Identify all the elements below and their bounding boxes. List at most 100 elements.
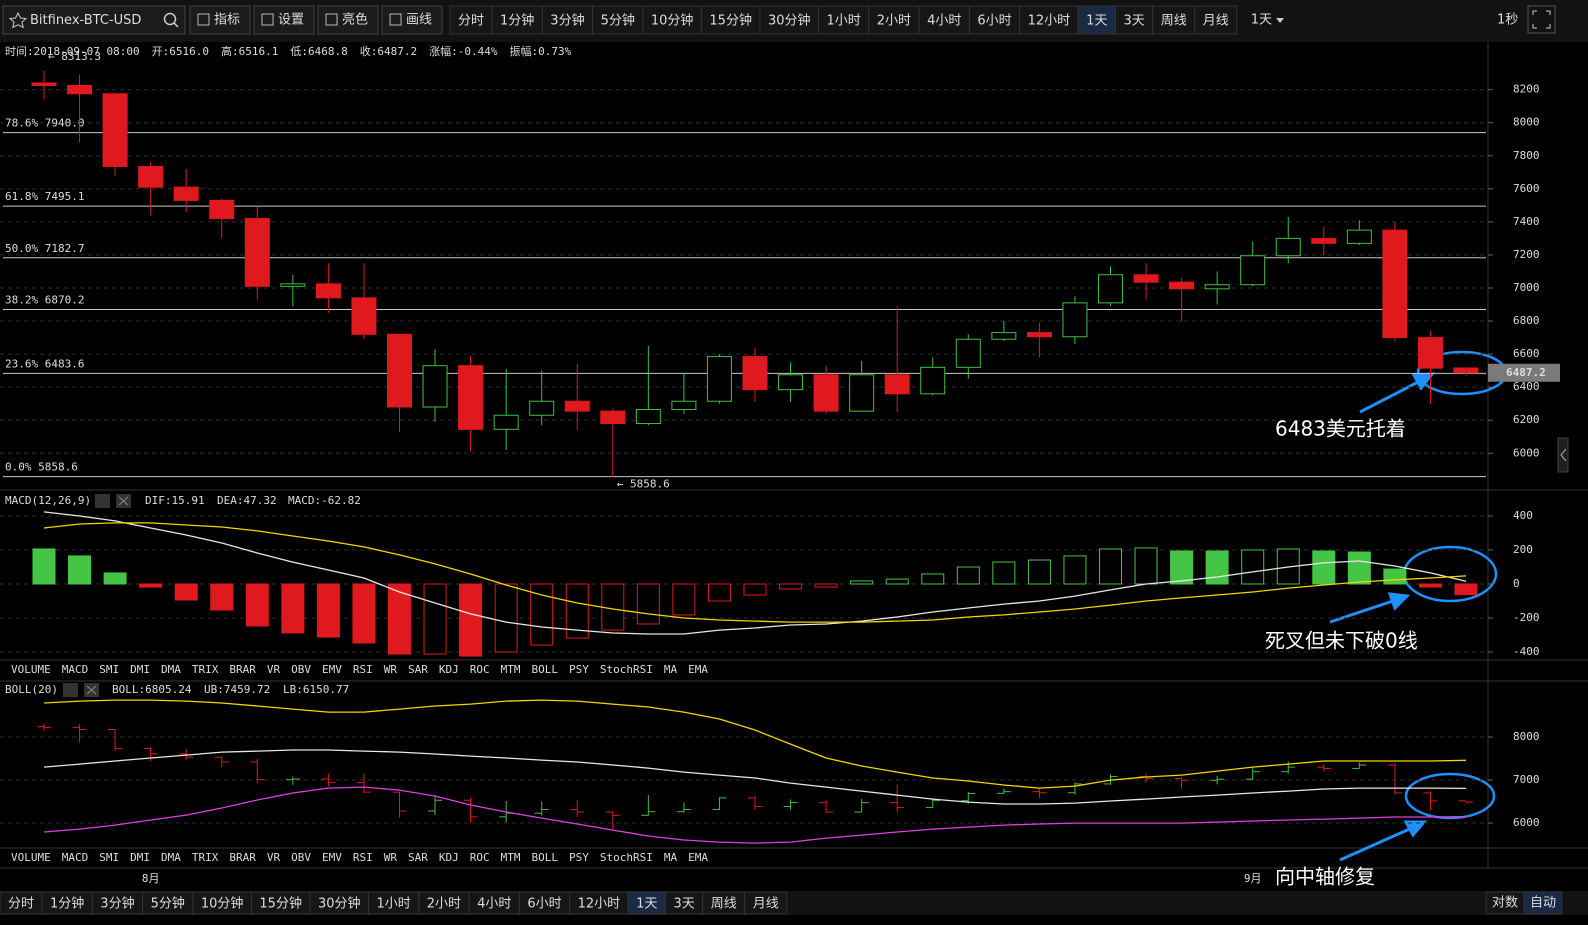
indicator-tab[interactable]: SMI <box>99 851 119 864</box>
period-label: 15分钟 <box>259 896 302 912</box>
fib-label: 0.0% 5858.6 <box>5 461 78 474</box>
toolbar-button[interactable] <box>381 5 443 35</box>
indicator-tab[interactable]: StochRSI <box>600 851 653 864</box>
macd-bar <box>850 580 874 585</box>
indicator-tab[interactable]: PSY <box>569 851 589 864</box>
last-price-tag <box>1488 363 1560 382</box>
indicator-tab[interactable]: PSY <box>569 663 589 676</box>
side-handle-arrow <box>1560 448 1567 462</box>
toolbar-button-label: 指标 <box>214 13 240 28</box>
indicator-tab[interactable]: RSI <box>353 851 373 864</box>
info-label: 涨幅: <box>429 45 458 58</box>
side-handle[interactable] <box>1557 437 1569 473</box>
period-button[interactable] <box>1194 5 1238 35</box>
indicator-tab[interactable]: EMA <box>688 851 708 864</box>
period-button[interactable] <box>918 5 970 35</box>
symbol-box[interactable] <box>2 5 186 35</box>
toolbar-button-label: 设置 <box>278 13 304 28</box>
star-icon[interactable] <box>8 11 28 29</box>
indicator-tab[interactable]: BOLL <box>532 663 559 676</box>
macd-bar <box>779 583 803 590</box>
boll-line <box>43 699 1467 789</box>
period-button[interactable] <box>744 891 788 915</box>
indicator-tab[interactable]: VR <box>267 851 281 864</box>
period-label: 周线 <box>711 897 737 912</box>
indicator-tab[interactable]: OBV <box>291 663 311 676</box>
macd-bar <box>1347 551 1371 585</box>
indicator-tab[interactable]: MA <box>664 663 678 676</box>
info-value: 6468.8 <box>308 45 348 58</box>
info-label: 低: <box>290 45 308 58</box>
period-label: 月线 <box>1203 14 1229 29</box>
period-label: 5分钟 <box>601 13 635 29</box>
symbol: Bitfinex-BTC-USD <box>30 13 141 28</box>
period-button[interactable] <box>1114 5 1154 35</box>
indicator-tab[interactable]: BRAR <box>229 663 256 676</box>
indicator-tab[interactable]: VOLUME <box>11 663 51 676</box>
mode-button[interactable] <box>1523 891 1563 915</box>
candle-body <box>1346 229 1372 244</box>
y-tick-label: -200 <box>1513 611 1540 624</box>
indicator-tab[interactable]: MA <box>664 851 678 864</box>
indicator-tab[interactable]: KDJ <box>439 851 459 864</box>
y-tick-label: -400 <box>1513 645 1540 658</box>
settings-icon[interactable] <box>63 683 78 697</box>
indicator-tab[interactable]: VOLUME <box>11 851 51 864</box>
indicator-tab[interactable]: BRAR <box>229 851 256 864</box>
y-tick-label: 7000 <box>1513 773 1540 786</box>
indicator-tab[interactable]: TRIX <box>192 851 219 864</box>
y-tick-label: 6200 <box>1513 413 1540 426</box>
indicator-tab[interactable]: DMA <box>161 663 181 676</box>
indicator-tab[interactable]: BOLL <box>532 851 559 864</box>
period-button[interactable] <box>1152 5 1196 35</box>
indicator-tab[interactable]: TRIX <box>192 663 219 676</box>
refresh-rate[interactable]: 1秒 <box>1497 13 1518 28</box>
indicator-tab[interactable]: OBV <box>291 851 311 864</box>
indicator-tab[interactable]: SMI <box>99 663 119 676</box>
period-button[interactable] <box>541 5 594 35</box>
indicator-tab[interactable]: MACD <box>62 663 89 676</box>
indicator-tab[interactable]: EMV <box>322 663 342 676</box>
indicator-tab[interactable]: MACD <box>62 851 89 864</box>
indicator-tab[interactable]: DMA <box>161 851 181 864</box>
interval-dropdown[interactable]: 1天 <box>1251 13 1272 28</box>
indicator-tab[interactable]: SAR <box>408 851 428 864</box>
indicator-tab[interactable]: RSI <box>353 663 373 676</box>
indicator-tab[interactable]: VR <box>267 663 281 676</box>
macd-bar <box>956 566 980 585</box>
period-button[interactable] <box>1077 5 1116 35</box>
period-label: 5分钟 <box>151 896 185 912</box>
indicator-tab[interactable]: MTM <box>501 663 521 676</box>
macd-bar <box>707 583 731 602</box>
indicator-tab[interactable]: WR <box>384 663 398 676</box>
fullscreen-button[interactable] <box>1527 5 1556 34</box>
candle-body <box>315 283 341 299</box>
indicator-tab[interactable]: ROC <box>470 663 490 676</box>
boll-line <box>43 786 1467 844</box>
indicator-tab[interactable]: MTM <box>501 851 521 864</box>
macd-bar <box>1099 548 1122 585</box>
indicator-tab[interactable]: EMV <box>322 851 342 864</box>
period-button[interactable] <box>592 5 644 35</box>
indicator-tab[interactable]: DMI <box>130 663 150 676</box>
indicator-tab[interactable]: ROC <box>470 851 490 864</box>
period-button[interactable] <box>868 5 920 35</box>
search-icon[interactable] <box>163 12 177 26</box>
toolbar-button[interactable] <box>253 5 315 35</box>
indicator-tab[interactable]: DMI <box>130 851 150 864</box>
indicator-tab[interactable]: StochRSI <box>600 663 653 676</box>
candle-body <box>67 84 93 95</box>
info-value: 6516.0 <box>169 45 209 58</box>
settings-icon[interactable] <box>95 494 110 508</box>
indicator-tab[interactable]: WR <box>384 851 398 864</box>
y-tick-label: 8000 <box>1513 730 1540 743</box>
toolbar-button[interactable] <box>189 5 251 35</box>
indicator-tab[interactable]: EMA <box>688 663 708 676</box>
toolbar-button[interactable] <box>317 5 379 35</box>
indicator-tab[interactable]: SAR <box>408 663 428 676</box>
indicator-tab[interactable]: KDJ <box>439 663 459 676</box>
period-button[interactable] <box>1019 5 1079 35</box>
macd-bar <box>459 583 483 657</box>
